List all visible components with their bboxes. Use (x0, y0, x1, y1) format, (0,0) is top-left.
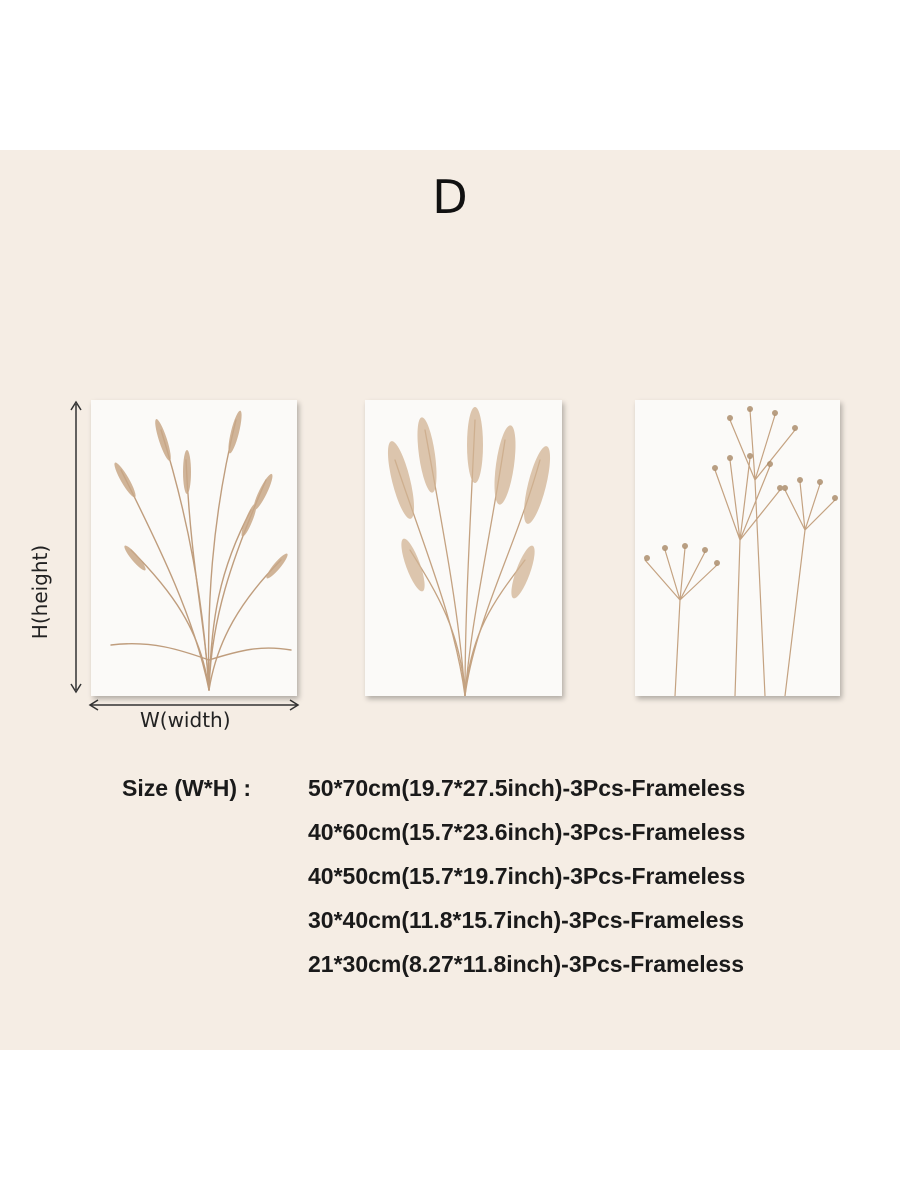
size-option: 40*60cm(15.7*23.6inch)-3Pcs-Frameless (308, 819, 746, 845)
width-label: W(width) (140, 708, 231, 732)
height-label: H(height) (28, 544, 52, 640)
size-list: 50*70cm(19.7*27.5inch)-3Pcs-Frameless 40… (308, 774, 745, 994)
width-arrow (88, 699, 300, 711)
size-option: 21*30cm(8.27*11.8inch)-3Pcs-Frameless (308, 951, 745, 977)
poster-umbel (635, 400, 840, 696)
size-heading: Size (W*H) : (122, 775, 252, 801)
product-panel: D H(height) W(width) (0, 150, 900, 1050)
size-option: 50*70cm(19.7*27.5inch)-3Pcs-Frameless (308, 775, 746, 801)
size-option: 40*50cm(15.7*19.7inch)-3Pcs-Frameless (308, 863, 746, 889)
size-option: 30*40cm(11.8*15.7inch)-3Pcs-Frameless (308, 907, 745, 933)
poster-grass (91, 400, 297, 696)
umbel-illustration (644, 406, 838, 696)
variant-label: D (432, 170, 468, 224)
grass-illustration (110, 410, 292, 691)
poster-pampas (365, 400, 562, 696)
pampas-illustration (387, 407, 551, 696)
height-arrow (70, 400, 82, 694)
